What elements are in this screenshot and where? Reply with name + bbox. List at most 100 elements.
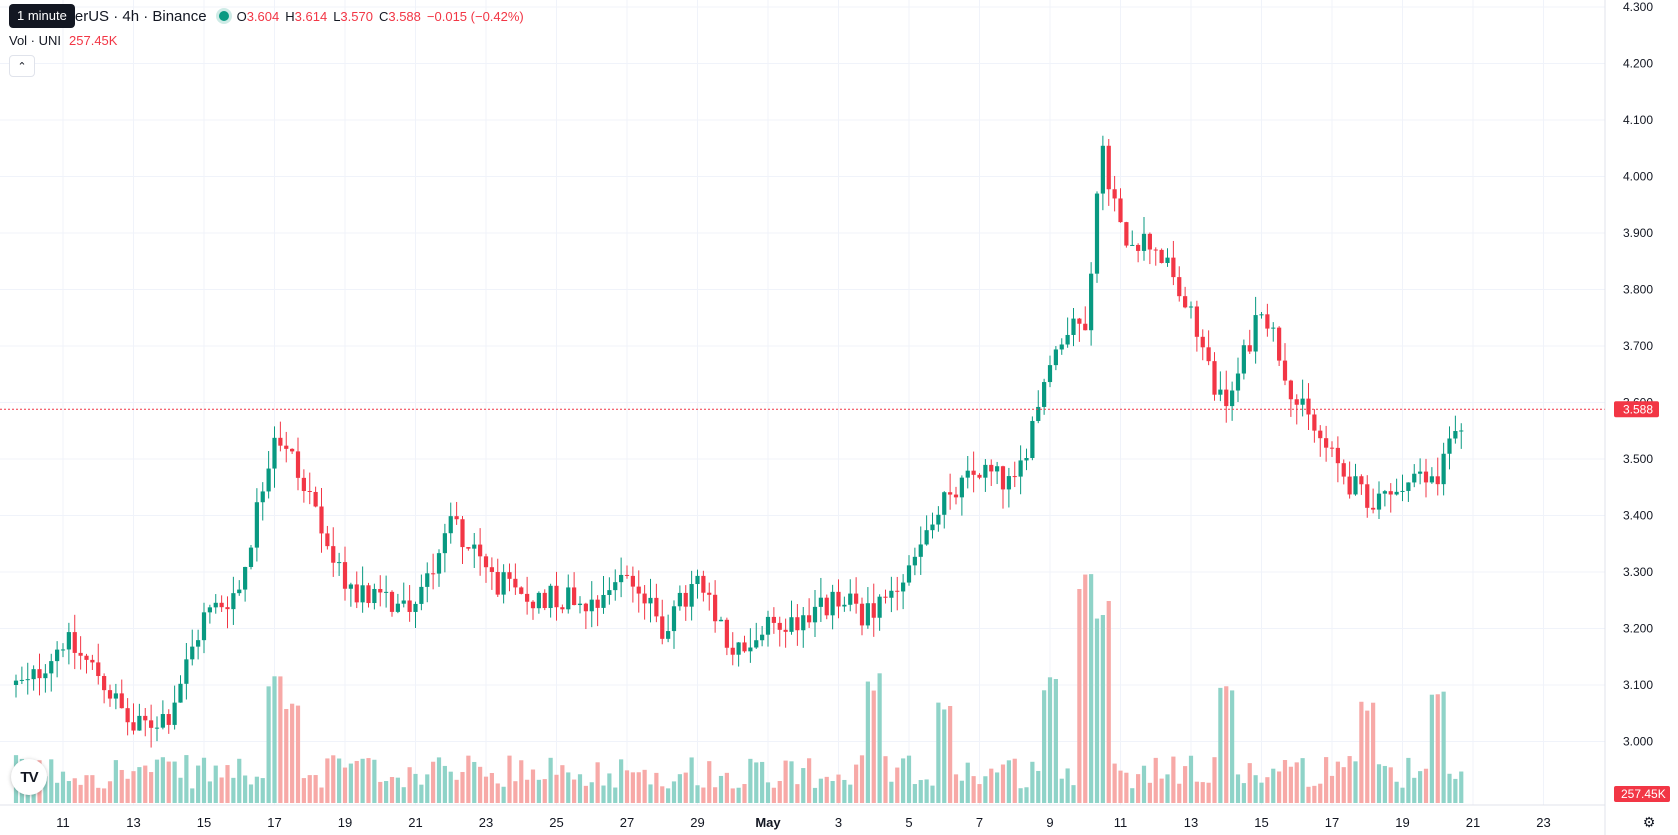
volume-bar (583, 785, 588, 803)
volume-bar (266, 686, 271, 803)
volume-bar (1024, 787, 1029, 803)
volume-bar (1177, 783, 1182, 803)
volume-bar (384, 781, 389, 803)
candle-body (1441, 453, 1446, 485)
candle-body (795, 617, 800, 631)
candle-body (918, 544, 923, 557)
symbol-title[interactable]: etherUS · 4h · Binance (54, 7, 207, 25)
volume-bar (419, 784, 424, 803)
candle-body (777, 622, 782, 630)
logo-text: TV (20, 768, 38, 786)
candle-body (1453, 431, 1458, 439)
candle-body (654, 597, 659, 617)
volume-bar (1247, 763, 1252, 803)
volume-bar (607, 773, 612, 803)
volume-bar (818, 778, 823, 803)
volume-bar (1153, 757, 1158, 803)
volume-bar (924, 779, 929, 803)
volume-bar (619, 759, 624, 803)
candle-body (1382, 491, 1387, 494)
collapse-legend-button[interactable]: ⌃ (9, 55, 35, 77)
volume-bar (219, 777, 224, 803)
volume-bar (143, 765, 148, 803)
volume-bar (389, 777, 395, 803)
candle-body (1012, 476, 1017, 478)
candle-body (1282, 360, 1288, 381)
candle-body (366, 585, 371, 604)
candle-body (442, 533, 447, 554)
time-tick-label: 27 (620, 815, 634, 830)
candle-body (513, 578, 518, 588)
volume-bar (96, 787, 101, 803)
volume-bar (848, 784, 853, 803)
volume-bar (601, 785, 606, 803)
volume-bar (1224, 686, 1229, 803)
volume-bar (777, 780, 782, 803)
candle-body (848, 593, 853, 605)
volume-bar (783, 760, 788, 803)
candle-body (1094, 193, 1100, 274)
candle-body (1412, 473, 1417, 483)
volume-label[interactable]: Vol · UNI (9, 32, 62, 48)
open-val: 3.604 (246, 8, 280, 24)
volume-bar (1412, 777, 1417, 803)
candle-body (472, 544, 477, 549)
candle-body (1000, 466, 1006, 490)
candle-body (201, 612, 207, 641)
tradingview-logo-icon[interactable]: TV (11, 759, 47, 795)
volume-bar (701, 787, 706, 803)
volume-bar (290, 703, 295, 803)
volume-bar (395, 777, 400, 803)
candle-body (1429, 476, 1434, 483)
candle-body (260, 491, 265, 503)
time-tick-label: 9 (1046, 815, 1053, 830)
candle-body (96, 662, 101, 677)
close-val: 3.588 (388, 8, 421, 24)
volume-bar (742, 784, 747, 803)
volume-value: 257.45K (69, 32, 118, 48)
volume-bar (901, 758, 906, 803)
legend-volume: Vol · UNI 257.45K (9, 31, 117, 49)
time-axis[interactable]: 11 13 15 17 19 21 23 25 27 29 May 3 5 7 9 11 13 15 17 19 21 2… (0, 804, 1605, 830)
volume-bar (871, 690, 876, 803)
volume-bar (166, 761, 171, 803)
volume-bar (1094, 618, 1100, 803)
price-axis[interactable]: 4.3004.2004.1004.0003.9003.8003.7003.600… (1604, 0, 1653, 835)
volume-bar (1059, 778, 1064, 803)
volume-bar (912, 784, 917, 803)
candle-body (266, 468, 271, 492)
volume-bar (812, 787, 818, 803)
volume-bar (72, 778, 77, 803)
time-tick-label: 15 (1254, 815, 1268, 830)
candle-body (1136, 244, 1141, 251)
candle-body (783, 629, 788, 632)
time-tick-label: May (755, 815, 781, 830)
volume-bar (348, 763, 353, 803)
candle-body (495, 571, 500, 595)
candle-body (119, 693, 124, 709)
volume-bar (801, 768, 806, 803)
candle-body (1435, 476, 1440, 485)
volume-bar (325, 758, 330, 803)
volume-bar (1423, 768, 1429, 803)
volume-bar (1165, 774, 1170, 803)
candle-body (542, 592, 547, 609)
candle-body (1218, 389, 1223, 395)
time-tick-label: 19 (1395, 815, 1409, 830)
gear-icon[interactable]: ⚙ (1642, 814, 1656, 830)
close-key: C (378, 8, 389, 24)
volume-bar (472, 761, 477, 803)
candle-body (818, 597, 823, 607)
volume-bar (436, 757, 442, 803)
volume-bar (877, 673, 882, 803)
volume-bar (1106, 601, 1111, 803)
volume-bar (713, 787, 718, 803)
volume-bar (201, 757, 207, 803)
time-tick-label: 13 (126, 815, 140, 830)
chart-grid (0, 0, 1605, 805)
volume-bar (530, 769, 536, 803)
candle-body (1406, 482, 1411, 491)
candle-body (1024, 458, 1029, 461)
candle-body (37, 669, 42, 679)
